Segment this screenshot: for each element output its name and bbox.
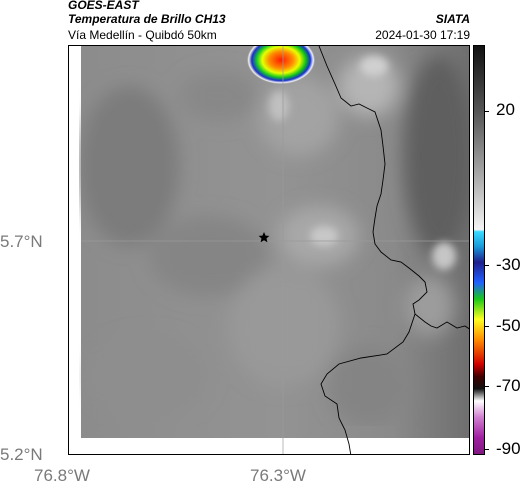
lon-tick-label: 76.8°W bbox=[34, 466, 90, 485]
colorbar-tick bbox=[485, 386, 489, 387]
timestamp-label: 2024-01-30 17:19 bbox=[375, 28, 470, 42]
colorbar-label: -70 bbox=[496, 376, 521, 395]
department-border-south bbox=[320, 313, 416, 454]
colorbar-tick bbox=[485, 326, 489, 327]
colorbar-label: -50 bbox=[496, 316, 521, 335]
colorbar-tick bbox=[485, 449, 489, 450]
star-icon bbox=[258, 232, 270, 243]
department-border bbox=[318, 46, 469, 330]
colorbar-label: 20 bbox=[496, 100, 515, 119]
location-subtitle: Vía Medellín - Quibdó 50km bbox=[68, 28, 217, 42]
lon-tick-label: 76.3°W bbox=[250, 466, 306, 485]
colorbar bbox=[473, 45, 485, 455]
organization-label: SIATA bbox=[435, 12, 470, 26]
lat-tick-label: 5.2°N bbox=[0, 445, 43, 464]
product-title: Temperatura de Brillo CH13 bbox=[68, 12, 226, 26]
lat-tick-label: 5.7°N bbox=[0, 232, 43, 251]
satellite-title: GOES-EAST bbox=[68, 0, 139, 12]
colorbar-label: -90 bbox=[496, 439, 521, 458]
colorbar-tick bbox=[485, 111, 489, 112]
map-image bbox=[69, 46, 469, 454]
colorbar-label: -30 bbox=[496, 255, 521, 274]
colorbar-tick bbox=[485, 265, 489, 266]
satellite-map[interactable] bbox=[68, 45, 470, 455]
